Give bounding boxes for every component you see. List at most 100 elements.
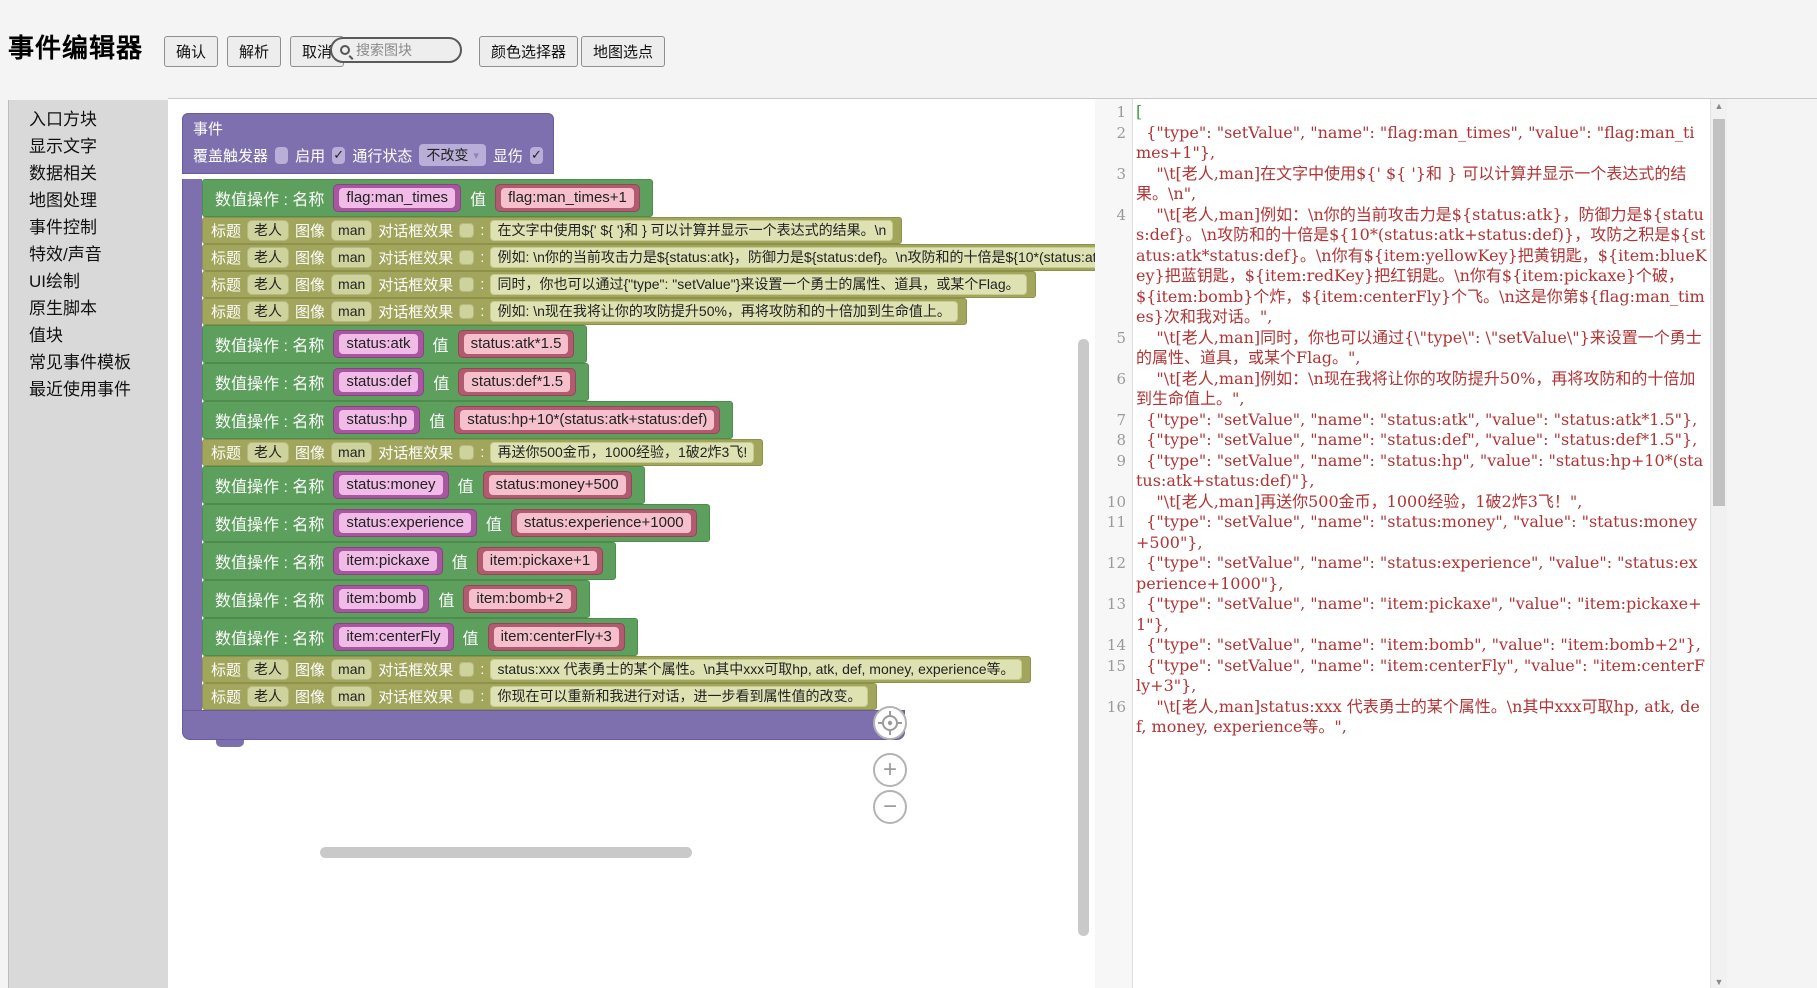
value-field[interactable]: status:def*1.5 [464, 372, 571, 392]
sidebar-item-1[interactable]: 入口方块 [29, 110, 97, 129]
name-chip[interactable]: item:centerFly [333, 623, 454, 651]
sidebar-item-11[interactable]: 最近使用事件 [29, 380, 131, 399]
code-line[interactable]: 6 "\t[老人,man]例如：\n现在我将让你的攻防提升50%，再将攻防和的十… [1095, 369, 1707, 410]
name-chip[interactable]: status:money [333, 471, 449, 499]
dialog-text-field[interactable]: 在文字中使用${' ${ '}和 } 可以计算并显示一个表达式的结果。\n [490, 220, 894, 241]
set-value-block[interactable]: 数值操作 : 名称 item:centerFly 值 item:centerFly+3 [202, 618, 638, 656]
value-field[interactable]: status:hp+10*(status:atk+status:def) [460, 410, 715, 430]
value-chip[interactable]: item:bomb+2 [463, 585, 577, 613]
value-chip[interactable]: status:hp+10*(status:atk+status:def) [454, 406, 721, 434]
dialog-effect-checkbox[interactable] [459, 223, 475, 238]
dialog-image-chip[interactable]: man [331, 247, 373, 268]
setting-checkbox[interactable]: ✓ [529, 146, 544, 164]
code-line[interactable]: 10 "\t[老人,man]再送你500金币，1000经验，1破2炸3飞！", [1095, 492, 1707, 513]
code-line[interactable]: 5 "\t[老人,man]同时，你也可以通过{\"type\": \"setVa… [1095, 328, 1707, 369]
sidebar-item-5[interactable]: 事件控制 [29, 218, 97, 237]
dialog-title-chip[interactable]: 老人 [247, 659, 290, 680]
dialog-title-chip[interactable]: 老人 [247, 247, 290, 268]
value-field[interactable]: item:pickaxe+1 [482, 551, 598, 571]
code-line[interactable]: 14 {"type": "setValue", "name": "item:bo… [1095, 635, 1707, 656]
name-chip[interactable]: status:experience [333, 509, 477, 537]
value-chip[interactable]: status:money+500 [482, 471, 632, 499]
code-scrollbar-thumb[interactable] [1713, 119, 1725, 506]
set-value-block[interactable]: 数值操作 : 名称 item:pickaxe 值 item:pickaxe+1 [202, 542, 617, 580]
dialog-image-chip[interactable]: man [331, 220, 373, 241]
code-scrollbar[interactable]: ▲ ▼ [1710, 99, 1727, 988]
dialog-effect-checkbox[interactable] [459, 250, 475, 265]
value-field[interactable]: status:money [339, 475, 443, 495]
set-value-block[interactable]: 数值操作 : 名称 status:money 值 status:money+500 [202, 466, 645, 504]
value-chip[interactable]: item:centerFly+3 [487, 623, 625, 651]
dialog-title-chip[interactable]: 老人 [247, 301, 290, 322]
name-chip[interactable]: status:hp [333, 406, 421, 434]
sidebar-item-8[interactable]: 原生脚本 [29, 299, 97, 318]
value-field[interactable]: status:experience+1000 [516, 513, 691, 533]
map-pick-button[interactable]: 地图选点 [581, 36, 666, 67]
dialog-effect-checkbox[interactable] [459, 689, 475, 704]
setting-dropdown[interactable]: 不改变 ▾ [419, 144, 486, 166]
dialog-effect-checkbox[interactable] [459, 445, 475, 460]
code-line[interactable]: 15 {"type": "setValue", "name": "item:ce… [1095, 656, 1707, 697]
dialog-image-chip[interactable]: man [331, 659, 373, 680]
search-input[interactable] [356, 42, 452, 58]
value-field[interactable]: item:bomb [339, 589, 424, 609]
name-chip[interactable]: item:bomb [333, 585, 430, 613]
dialog-text-field[interactable]: 你现在可以重新和我进行对话，进一步看到属性值的改变。 [490, 686, 869, 707]
name-chip[interactable]: item:pickaxe [333, 547, 443, 575]
zoom-in-button[interactable]: + [873, 753, 907, 787]
value-field[interactable]: status:atk*1.5 [463, 334, 569, 354]
code-line[interactable]: 3 "\t[老人,man]在文字中使用${' ${ '}和 } 可以计算并显示一… [1095, 164, 1707, 205]
sidebar-item-9[interactable]: 值块 [29, 326, 63, 345]
code-line[interactable]: 4 "\t[老人,man]例如：\n你的当前攻击力是${status:atk}，… [1095, 205, 1707, 328]
dialog-title-chip[interactable]: 老人 [247, 686, 290, 707]
dialog-effect-checkbox[interactable] [459, 277, 475, 292]
code-editor[interactable]: 1[2 {"type": "setValue", "name": "flag:m… [1095, 99, 1710, 988]
canvas-horizontal-scrollbar[interactable] [320, 847, 692, 858]
code-line[interactable]: 1[ [1095, 102, 1707, 123]
sidebar-item-2[interactable]: 显示文字 [29, 137, 97, 156]
name-chip[interactable]: status:def [333, 368, 425, 396]
value-field[interactable]: flag:man_times+1 [501, 188, 634, 208]
dialog-image-chip[interactable]: man [331, 301, 373, 322]
code-line[interactable]: 7 {"type": "setValue", "name": "status:a… [1095, 410, 1707, 431]
color-picker-button[interactable]: 颜色选择器 [479, 36, 579, 67]
dialog-text-field[interactable]: 例如: \n你的当前攻击力是${status:atk}，防御力是${status… [490, 247, 1095, 268]
set-value-block[interactable]: 数值操作 : 名称 status:atk 值 status:atk*1.5 [202, 325, 588, 363]
zoom-reset-button[interactable] [873, 706, 907, 740]
block-search[interactable] [330, 37, 462, 63]
code-line[interactable]: 11 {"type": "setValue", "name": "status:… [1095, 512, 1707, 553]
sidebar-item-4[interactable]: 地图处理 [29, 191, 97, 210]
dialog-image-chip[interactable]: man [331, 274, 373, 295]
code-line[interactable]: 13 {"type": "setValue", "name": "item:pi… [1095, 594, 1707, 635]
sidebar-item-7[interactable]: UI绘制 [29, 272, 80, 291]
dialog-effect-checkbox[interactable] [459, 304, 475, 319]
setting-checkbox[interactable] [275, 146, 289, 164]
value-chip[interactable]: status:def*1.5 [458, 368, 577, 396]
value-field[interactable]: status:money+500 [488, 475, 626, 495]
value-field[interactable]: item:centerFly+3 [493, 627, 619, 647]
name-chip[interactable]: status:atk [333, 330, 424, 358]
sidebar-item-10[interactable]: 常见事件模板 [29, 353, 131, 372]
dialog-title-chip[interactable]: 老人 [247, 442, 290, 463]
value-field[interactable]: status:atk [339, 334, 418, 354]
set-value-block[interactable]: 数值操作 : 名称 item:bomb 值 item:bomb+2 [202, 580, 590, 618]
scroll-up-arrow-icon[interactable]: ▲ [1714, 101, 1724, 111]
set-value-block[interactable]: 数值操作 : 名称 status:experience 值 status:experi… [202, 504, 710, 542]
dialog-image-chip[interactable]: man [331, 442, 373, 463]
value-field[interactable]: status:experience [339, 513, 471, 533]
dialog-text-field[interactable]: 同时，你也可以通过{"type": "setValue"}来设置一个勇士的属性、… [490, 274, 1027, 295]
set-value-block[interactable]: 数值操作 : 名称 status:def 值 status:def*1.5 [202, 363, 590, 401]
dialog-block[interactable]: 标题 老人 图像 man 对话框效果: 例如: \n你的当前攻击力是${status:at… [202, 244, 1095, 271]
name-chip[interactable]: flag:man_times [333, 184, 462, 212]
value-field[interactable]: status:def [339, 372, 419, 392]
dialog-effect-checkbox[interactable] [459, 662, 475, 677]
code-line[interactable]: 2 {"type": "setValue", "name": "flag:man… [1095, 123, 1707, 164]
value-field[interactable]: flag:man_times [339, 188, 456, 208]
value-field[interactable]: status:hp [339, 410, 415, 430]
dialog-title-chip[interactable]: 老人 [247, 220, 290, 241]
event-block-header[interactable]: 事件 覆盖触发器 启用 ✓ 通行状态 不改变 ▾ 显伤 ✓ [182, 113, 554, 174]
value-chip[interactable]: item:pickaxe+1 [476, 547, 604, 575]
dialog-image-chip[interactable]: man [331, 686, 373, 707]
scroll-down-arrow-icon[interactable]: ▼ [1714, 977, 1724, 987]
code-line[interactable]: 12 {"type": "setValue", "name": "status:… [1095, 553, 1707, 594]
